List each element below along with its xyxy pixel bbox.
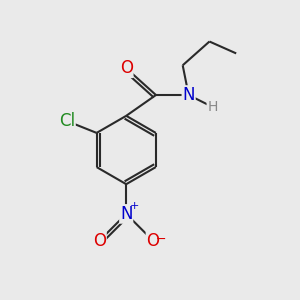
Text: O: O (146, 232, 160, 250)
Text: O: O (93, 232, 106, 250)
Text: N: N (182, 86, 195, 104)
Text: −: − (156, 233, 166, 246)
Text: N: N (120, 205, 133, 223)
Text: Cl: Cl (59, 112, 75, 130)
Text: H: H (207, 100, 218, 114)
Text: +: + (130, 201, 139, 211)
Text: O: O (120, 59, 133, 77)
